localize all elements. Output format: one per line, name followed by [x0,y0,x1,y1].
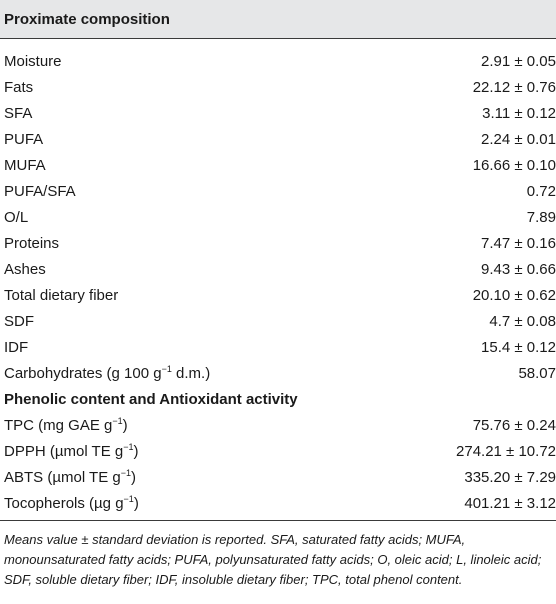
table-row: O/L 7.89 [0,204,556,230]
table-row: Total dietary fiber 20.10 ± 0.62 [0,282,556,308]
row-value: 0.72 [526,182,556,200]
row-label: Tocopherols (µg g−1) [0,493,290,512]
row-value: 2.91 ± 0.05 [481,52,556,70]
table-footnote: Means value ± standard deviation is repo… [4,532,542,587]
label-superscript: −1 [123,441,134,452]
table-row: TPC (mg GAE g−1) 75.76 ± 0.24 [0,412,556,438]
row-value: 3.11 ± 0.12 [482,104,556,122]
row-label: TPC (mg GAE g−1) [0,415,290,434]
row-value: 58.07 [518,364,556,382]
row-label: IDF [4,338,29,356]
table-row: SDF 4.7 ± 0.08 [0,308,556,334]
label-text: Tocopherols (µg g [4,494,124,512]
label-superscript: −1 [120,467,131,478]
row-label: O/L [4,208,29,226]
row-label: Total dietary fiber [4,286,119,304]
table-row: DPPH (µmol TE g−1) 274.21 ± 10.72 [0,438,556,464]
table-row: MUFA 16.66 ± 0.10 [0,152,556,178]
table-row: ABTS (µmol TE g−1) 335.20 ± 7.29 [0,464,556,490]
label-text: ) [133,494,139,512]
label-text: DPPH (µmol TE g [4,442,124,460]
header-title: Proximate composition [4,10,170,28]
label-text: ) [131,468,136,486]
row-value: 7.47 ± 0.16 [481,234,556,252]
composition-table: Proximate composition Moisture 2.91 ± 0.… [0,0,556,587]
row-value: 2.24 ± 0.01 [481,130,556,148]
label-text: Carbohydrates (g 100 g [4,364,162,382]
row-value: 401.21 ± 3.12 [464,494,556,512]
bottom-rule [0,520,556,521]
row-value: 15.4 ± 0.12 [481,338,556,356]
header-rule [0,38,556,39]
label-text: ) [133,442,139,460]
table-row: Tocopherols (µg g−1) 401.21 ± 3.12 [0,490,556,516]
table-header: Proximate composition [0,0,556,38]
row-label: ABTS (µmol TE g−1) [0,467,290,486]
row-value: 20.10 ± 0.62 [472,286,556,304]
table-body: Moisture 2.91 ± 0.05 Fats 22.12 ± 0.76 S… [0,39,556,516]
table-row: Carbohydrates (g 100 g−1 d.m.) 58.07 [0,360,556,386]
table-row: Moisture 2.91 ± 0.05 [0,48,556,74]
row-label: DPPH (µmol TE g−1) [0,441,290,460]
row-value: 9.43 ± 0.66 [481,260,556,278]
row-label: Proteins [4,234,60,252]
row-label: MUFA [4,156,46,174]
row-value: 75.76 ± 0.24 [472,416,556,434]
table-row: Proteins 7.47 ± 0.16 [0,230,556,256]
row-label: PUFA/SFA [4,182,76,200]
row-value: 274.21 ± 10.72 [456,442,556,460]
row-label: SDF [4,312,34,330]
table-row: PUFA 2.24 ± 0.01 [0,126,556,152]
table-row: Ashes 9.43 ± 0.66 [0,256,556,282]
label-superscript: −1 [161,363,172,374]
row-label: Moisture [4,52,62,70]
row-value: 22.12 ± 0.76 [472,78,556,96]
row-label: Ashes [4,260,46,278]
table-row: Fats 22.12 ± 0.76 [0,74,556,100]
table-row: IDF 15.4 ± 0.12 [0,334,556,360]
row-value: 4.7 ± 0.08 [489,312,556,330]
row-value: 335.20 ± 7.29 [464,468,556,486]
label-text: TPC (mg GAE g [4,416,113,434]
label-text: d.m.) [171,364,211,382]
row-value: 16.66 ± 0.10 [472,156,556,174]
section-heading: Phenolic content and Antioxidant activit… [0,386,556,412]
row-label: PUFA [4,130,44,148]
table-row: PUFA/SFA 0.72 [0,178,556,204]
label-superscript: −1 [112,415,123,426]
label-text: ABTS (µmol TE g [4,468,121,486]
table-row: SFA 3.11 ± 0.12 [0,100,556,126]
row-label: Carbohydrates (g 100 g−1 d.m.) [0,363,290,382]
label-superscript: −1 [123,493,134,504]
row-label: Fats [4,78,34,96]
row-value: 7.89 [526,208,556,226]
section-title: Phenolic content and Antioxidant activit… [4,390,298,408]
row-label: SFA [4,104,33,122]
label-text: ) [122,416,128,434]
